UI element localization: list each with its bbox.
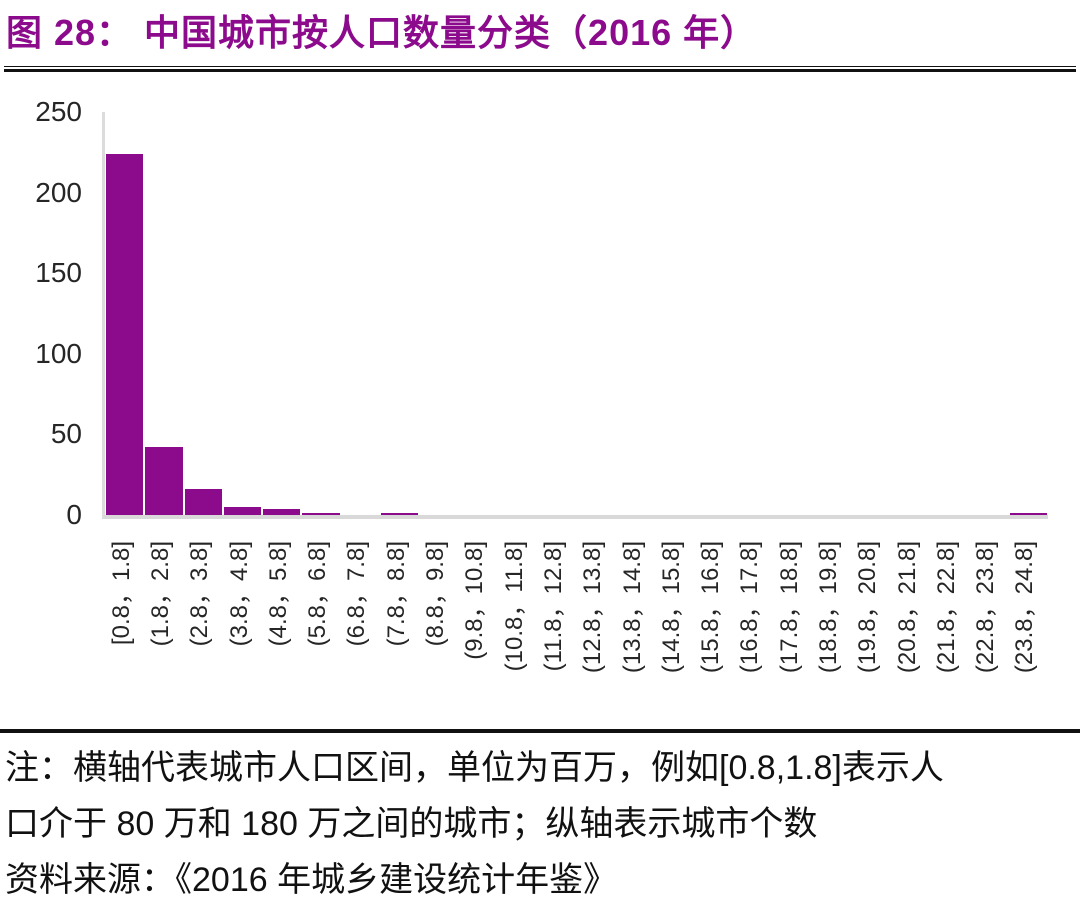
y-tick-label: 0 bbox=[66, 499, 82, 530]
bar-slot bbox=[970, 112, 1009, 515]
x-tick-label: [0.8，1.8] bbox=[107, 541, 135, 646]
bar-slot bbox=[655, 112, 694, 515]
x-tick-cell: (12.8，13.8] bbox=[574, 541, 613, 741]
bar-slot bbox=[223, 112, 262, 515]
bar-slot bbox=[1009, 112, 1048, 515]
x-tick-label: (21.8，22.8] bbox=[932, 541, 960, 674]
bar-slot bbox=[694, 112, 733, 515]
x-tick-label: (20.8，21.8] bbox=[893, 541, 921, 674]
y-tick-label: 200 bbox=[35, 176, 82, 208]
bar-slot bbox=[380, 112, 419, 515]
bar bbox=[1009, 513, 1048, 515]
x-tick-cell: (5.8，6.8] bbox=[298, 541, 337, 741]
x-tick-label: (22.8，23.8] bbox=[972, 541, 1000, 674]
bar bbox=[302, 513, 340, 515]
x-tick-cell: (9.8，10.8] bbox=[456, 541, 495, 741]
bar-slot bbox=[616, 112, 655, 515]
x-tick-label: (11.8，12.8] bbox=[539, 541, 567, 672]
x-tick-label: (15.8，16.8] bbox=[697, 541, 725, 674]
y-tick-label: 250 bbox=[35, 96, 82, 127]
bar-slot bbox=[537, 112, 576, 515]
x-tick-cell: [0.8，1.8] bbox=[102, 541, 141, 741]
x-tick-cell: (13.8，14.8] bbox=[613, 541, 652, 741]
x-tick-cell: (1.8，2.8] bbox=[141, 541, 180, 741]
source-line: 资料来源：《2016 年城乡建设统计年鉴》 bbox=[5, 861, 618, 899]
x-tick-label: (17.8，18.8] bbox=[775, 541, 803, 674]
bar-slot bbox=[812, 112, 851, 515]
x-tick-cell: (22.8，23.8] bbox=[967, 541, 1006, 741]
bar bbox=[263, 509, 301, 515]
bar-slot bbox=[262, 112, 301, 515]
x-tick-cell: (10.8，11.8] bbox=[495, 541, 534, 741]
x-tick-label: (12.8，13.8] bbox=[579, 541, 607, 674]
bar bbox=[184, 489, 222, 515]
note-block: 注：横轴代表城市人口区间，单位为百万，例如[0.8,1.8]表示人 口介于 80… bbox=[5, 740, 1075, 907]
y-axis-tick-labels: 0 50 100 150 200 250 bbox=[0, 98, 82, 529]
bar-slot bbox=[773, 112, 812, 515]
plot-area bbox=[102, 112, 1048, 519]
x-tick-label: (7.8，8.8] bbox=[382, 541, 410, 647]
bar-slot bbox=[930, 112, 969, 515]
bar bbox=[106, 154, 144, 515]
x-tick-label: (13.8，14.8] bbox=[618, 541, 646, 674]
x-tick-label: (8.8，9.8] bbox=[422, 541, 450, 647]
x-tick-label: (1.8，2.8] bbox=[146, 541, 174, 647]
x-tick-label: (5.8，6.8] bbox=[304, 541, 332, 647]
bar bbox=[223, 507, 262, 515]
y-tick-label: 150 bbox=[35, 257, 82, 289]
note-line-1: 注：横轴代表城市人口区间，单位为百万，例如[0.8,1.8]表示人 bbox=[5, 749, 944, 787]
x-tick-label: (9.8，10.8] bbox=[461, 541, 489, 660]
x-tick-label: (18.8，19.8] bbox=[814, 541, 842, 674]
note-line-2: 口介于 80 万和 180 万之间的城市；纵轴表示城市个数 bbox=[5, 805, 818, 843]
x-tick-cell: (4.8，5.8] bbox=[259, 541, 298, 741]
x-tick-label: (4.8，5.8] bbox=[264, 541, 292, 647]
x-tick-label: (6.8，7.8] bbox=[343, 541, 371, 647]
x-tick-cell: (21.8，22.8] bbox=[927, 541, 966, 741]
x-axis-tick-labels: [0.8，1.8] (1.8，2.8] (2.8，3.8] (3.8，4.8] (4.8… bbox=[102, 541, 1045, 741]
x-tick-label: (3.8，4.8] bbox=[225, 541, 253, 647]
x-tick-label: (16.8，17.8] bbox=[736, 541, 764, 674]
bar bbox=[381, 513, 419, 515]
bar bbox=[145, 447, 183, 515]
x-tick-label: (19.8，20.8] bbox=[854, 541, 882, 674]
bar-slot bbox=[419, 112, 458, 515]
figure-title: 图 28： 中国城市按人口数量分类（2016 年） bbox=[6, 12, 758, 53]
bar-slot bbox=[301, 112, 340, 515]
bar-slot bbox=[459, 112, 498, 515]
bar-slot bbox=[734, 112, 773, 515]
x-tick-label: (10.8，11.8] bbox=[500, 541, 528, 672]
x-tick-cell: (23.8，24.8] bbox=[1006, 541, 1045, 741]
x-tick-cell: (8.8，9.8] bbox=[416, 541, 455, 741]
title-divider-rule bbox=[4, 66, 1076, 72]
x-tick-cell: (7.8，8.8] bbox=[377, 541, 416, 741]
x-tick-cell: (16.8，17.8] bbox=[731, 541, 770, 741]
x-tick-label: (14.8，15.8] bbox=[657, 541, 685, 674]
x-tick-label: (2.8，3.8] bbox=[186, 541, 214, 647]
bar-slot bbox=[341, 112, 380, 515]
x-tick-label: (23.8，24.8] bbox=[1011, 541, 1039, 674]
x-tick-cell: (6.8，7.8] bbox=[338, 541, 377, 741]
bar-slot bbox=[891, 112, 930, 515]
bar-slot bbox=[498, 112, 537, 515]
x-tick-cell: (14.8，15.8] bbox=[652, 541, 691, 741]
y-tick-label: 50 bbox=[50, 418, 82, 450]
x-tick-cell: (15.8，16.8] bbox=[691, 541, 730, 741]
bar-slot bbox=[144, 112, 183, 515]
x-tick-cell: (20.8，21.8] bbox=[888, 541, 927, 741]
bar-slot bbox=[577, 112, 616, 515]
x-tick-cell: (19.8，20.8] bbox=[849, 541, 888, 741]
y-tick-label: 100 bbox=[35, 337, 82, 369]
x-tick-cell: (2.8，3.8] bbox=[181, 541, 220, 741]
x-tick-cell: (11.8，12.8] bbox=[534, 541, 573, 741]
bar-slot bbox=[184, 112, 223, 515]
x-tick-cell: (18.8，19.8] bbox=[809, 541, 848, 741]
note-divider-rule bbox=[0, 729, 1080, 733]
bar-slot bbox=[105, 112, 144, 515]
x-tick-cell: (17.8，18.8] bbox=[770, 541, 809, 741]
bar-slot bbox=[852, 112, 891, 515]
x-tick-cell: (3.8，4.8] bbox=[220, 541, 259, 741]
